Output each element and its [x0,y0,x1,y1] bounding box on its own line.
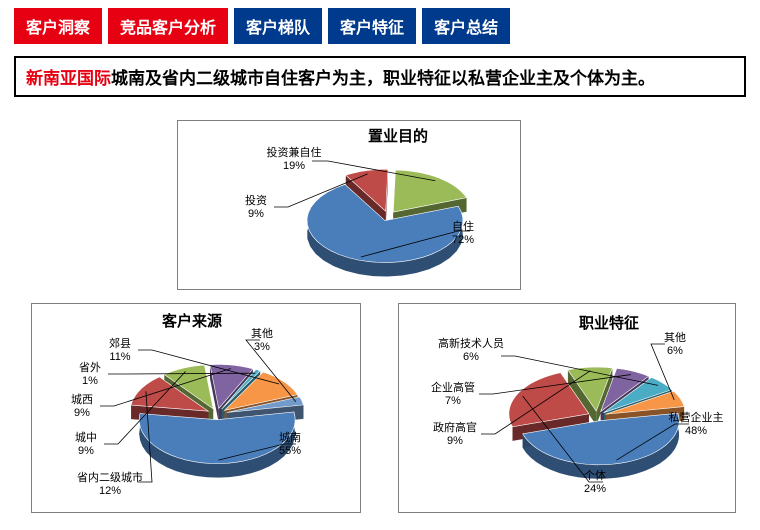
slice-label: 政府高官9% [425,422,485,448]
tab-bar: 客户洞察 竞品客户分析 客户梯队 客户特征 客户总结 [0,0,760,48]
slice-label: 其他6% [655,332,695,358]
tab-features[interactable]: 客户特征 [328,8,416,44]
headline-box: 新南亚国际城南及省内二级城市自住客户为主，职业特征以私营企业主及个体为主。 [14,56,746,97]
slice-label: 投资9% [238,195,274,221]
slice-label: 高新技术人员6% [435,338,507,364]
slice-label: 省内二级城市12% [70,472,150,498]
slice-label: 企业高管7% [423,382,483,408]
chart-source: 客户来源城南55%省内二级城市12%城中9%城西9%省外1%郊县11%其他3% [31,303,361,513]
headline-highlight: 新南亚国际 [26,69,111,88]
slice-label: 个体24% [575,470,615,496]
tab-competitor[interactable]: 竞品客户分析 [108,8,228,44]
slice-label: 城中9% [66,432,106,458]
headline-text: 城南及省内二级城市自住客户为主，职业特征以私营企业主及个体为主。 [111,69,655,88]
tab-customer-insight[interactable]: 客户洞察 [14,8,102,44]
slice-label: 城南55% [270,432,310,458]
chart-occupation: 职业特征私营企业主48%个体24%政府高官9%企业高管7%高新技术人员6%其他6… [398,303,736,513]
chart-purpose: 置业目的自住72%投资9%投资兼自住19% [177,120,521,290]
slice-label: 其他3% [242,328,282,354]
slice-label: 投资兼自住19% [258,147,330,173]
tab-ladder[interactable]: 客户梯队 [234,8,322,44]
slice-label: 自住72% [438,221,488,247]
slice-label: 省外1% [70,362,110,388]
slice-label: 郊县11% [100,338,140,364]
tab-summary[interactable]: 客户总结 [422,8,510,44]
slice-label: 城西9% [62,394,102,420]
slice-label: 私营企业主48% [661,412,731,438]
